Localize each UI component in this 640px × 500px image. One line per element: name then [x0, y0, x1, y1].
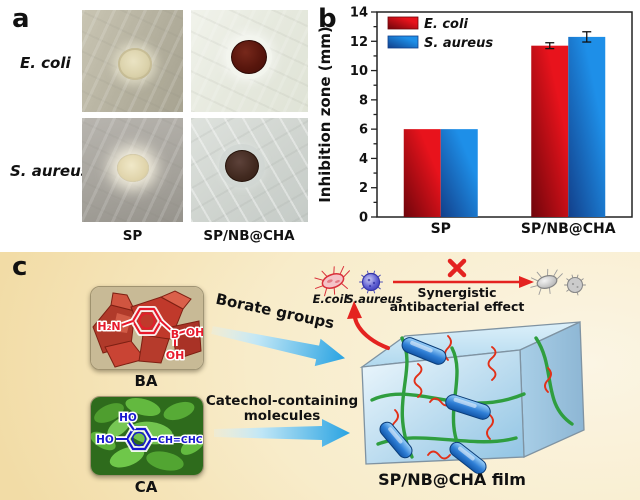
- col-label-spnbcha: SP/NB@CHA: [203, 228, 295, 244]
- sample-disc: [225, 150, 259, 182]
- error-bar: [545, 42, 555, 50]
- bar-SP/NB@CHA-S. aureus: [568, 36, 606, 218]
- photo-saureus-spnbcha: [191, 118, 308, 222]
- legend-swatch: [387, 35, 419, 49]
- crosslinker-strands: [391, 335, 552, 460]
- ba-crystals-image: H₂N B OH OH: [91, 287, 203, 369]
- photo-saureus-sp: [82, 118, 183, 222]
- row-label-ecoli: E. coli: [20, 54, 71, 72]
- bar-SP/NB@CHA-E. coli: [531, 45, 569, 217]
- legend-label: E. coli: [424, 17, 468, 32]
- panel-a-letter: a: [12, 4, 30, 34]
- ca-chain-text: CH=CHCOOH: [158, 435, 203, 446]
- error-bar: [582, 31, 592, 43]
- dead-saureus-icon: [564, 274, 586, 296]
- ca-ho-left-text: HO: [96, 434, 114, 446]
- effect-label-line2: antibacterial effect: [390, 299, 525, 314]
- ba-amine-text: H₂N: [97, 320, 120, 333]
- ba-oh-right-text: OH: [186, 326, 203, 339]
- sample-disc: [118, 48, 152, 80]
- y-tick-label: 6: [359, 123, 368, 138]
- photo-ecoli-spnbcha: [191, 10, 308, 112]
- catechol-arrow-label-line1: Catechol-containing: [206, 393, 358, 409]
- inhibition-zone-bar-chart: 0 2 4 6 8 10 12 14 Inhibition zone (mm) SP SP/NB@…: [316, 6, 633, 237]
- sample-disc: [231, 40, 267, 74]
- borate-arrow: [211, 326, 346, 367]
- ba-boron-text: B: [171, 328, 179, 341]
- release-arrow: [347, 301, 390, 350]
- sample-disc: [117, 154, 149, 182]
- ba-photo-card: H₂N B OH OH: [90, 286, 204, 370]
- scheme-overlay: Borate groups Catechol-containing molecu…: [206, 258, 586, 489]
- legend-label: S. aureus: [424, 36, 493, 51]
- ca-ho-top-text: HO: [119, 412, 137, 424]
- bar-SP-S. aureus: [440, 129, 478, 217]
- film-box: [359, 320, 585, 475]
- y-tick-label: 4: [359, 152, 368, 167]
- ba-chemical-structure: H₂N B OH OH: [96, 306, 203, 364]
- dead-ecoli-icon: [530, 268, 563, 295]
- x-category-label: SP: [431, 221, 451, 237]
- bar-SP-E. coli: [403, 129, 441, 217]
- saureus-bacterium-icon: [359, 270, 383, 294]
- row-label-saureus: S. aureus: [10, 162, 90, 180]
- y-axis-label: Inhibition zone (mm): [316, 26, 334, 203]
- effect-label-line1: Synergistic: [417, 285, 496, 300]
- y-tick-label: 0: [359, 211, 368, 226]
- panel-b-letter: b: [318, 4, 337, 34]
- photo-ecoli-sp: [82, 10, 183, 112]
- y-tick-label: 8: [359, 93, 368, 108]
- ecoli-label: E.coil: [313, 292, 349, 306]
- y-tick-label: 12: [350, 35, 368, 50]
- y-tick-label: 2: [359, 181, 368, 196]
- synergy-arrow: [393, 276, 534, 288]
- ca-leaves-image: HO HO CH=CHCOOH: [91, 397, 203, 475]
- x-category-label: SP/NB@CHA: [521, 221, 616, 237]
- y-tick-label: 14: [350, 6, 368, 21]
- ba-label: BA: [134, 372, 158, 390]
- ca-photo-card: HO HO CH=CHCOOH: [90, 396, 204, 476]
- antibacterial-rods: [379, 337, 491, 475]
- ecoli-bacterium-icon: [314, 265, 350, 297]
- ca-label: CA: [134, 478, 158, 496]
- legend-swatch: [387, 16, 419, 30]
- x-mark-icon: [447, 258, 467, 278]
- catechol-arrow-label-line2: molecules: [244, 408, 321, 424]
- ca-chemical-structure: HO HO CH=CHCOOH: [95, 411, 203, 452]
- col-label-sp: SP: [122, 228, 143, 244]
- panel-c-scheme: c: [0, 252, 640, 500]
- film-label: SP/NB@CHA film: [378, 470, 526, 489]
- ba-oh-down-text: OH: [166, 349, 185, 362]
- saureus-label: S.aureus: [345, 292, 402, 306]
- catechol-arrow: [214, 419, 350, 447]
- panel-c-letter: c: [12, 252, 28, 282]
- y-tick-label: 10: [350, 64, 368, 79]
